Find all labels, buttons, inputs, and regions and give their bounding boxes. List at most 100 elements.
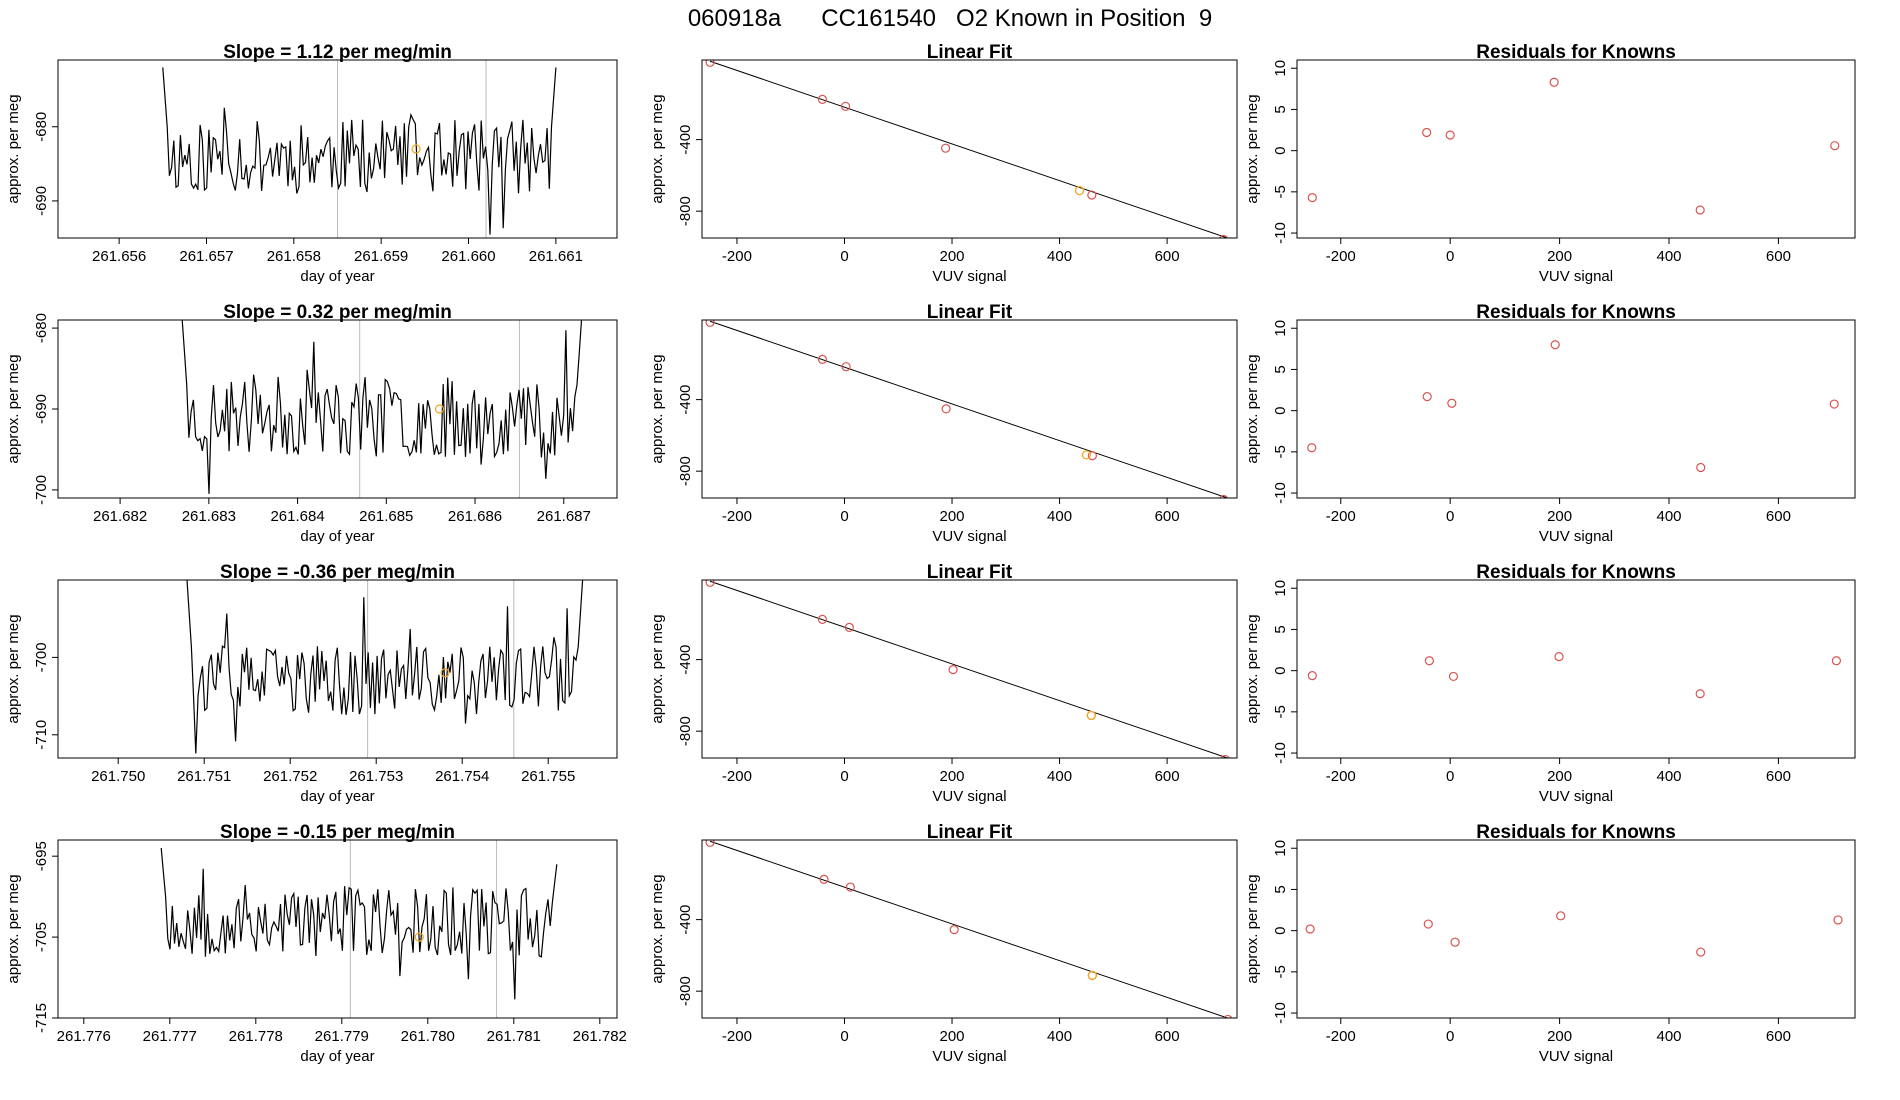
x-tick-label: 261.780 xyxy=(401,1028,455,1045)
y-tick-label: -710 xyxy=(33,720,50,750)
y-axis-label: approx. per meg xyxy=(5,614,22,723)
y-tick-label: -800 xyxy=(677,196,694,226)
data-point xyxy=(1830,141,1840,151)
data-point xyxy=(1829,399,1839,409)
data-point xyxy=(940,143,951,153)
data-point xyxy=(705,840,715,847)
data-point xyxy=(1087,451,1097,461)
panel-title: Linear Fit xyxy=(927,562,1013,583)
data-point xyxy=(1087,190,1097,200)
y-tick-label: -10 xyxy=(1272,482,1289,504)
data-point xyxy=(1554,652,1564,662)
data-point xyxy=(845,882,856,892)
plot-area xyxy=(1307,77,1840,215)
x-tick-label: -200 xyxy=(722,508,752,525)
plot-area xyxy=(162,60,557,238)
x-tick-label: 261.658 xyxy=(267,248,321,265)
x-tick-label: 0 xyxy=(1446,768,1454,785)
data-point xyxy=(817,614,828,624)
x-axis-label: VUV signal xyxy=(932,1048,1006,1065)
y-tick-label: 5 xyxy=(1272,105,1289,113)
plot-area xyxy=(705,840,1233,1018)
highlight-point xyxy=(434,404,445,414)
y-tick-label: 0 xyxy=(1272,666,1289,674)
x-tick-label: 200 xyxy=(940,768,965,785)
data-point xyxy=(705,580,715,587)
series-line xyxy=(181,320,583,494)
x-tick-label: 261.685 xyxy=(359,508,413,525)
highlight-point xyxy=(1081,450,1092,460)
x-tick-label: 200 xyxy=(940,1028,965,1045)
data-point xyxy=(1831,656,1842,666)
highlight-point xyxy=(440,668,450,678)
panel-title: Residuals for Knowns xyxy=(1476,42,1676,63)
x-tick-label: 0 xyxy=(1446,248,1454,265)
x-tick-label: 600 xyxy=(1766,508,1791,525)
x-tick-label: 261.752 xyxy=(263,768,317,785)
x-tick-label: 261.682 xyxy=(93,508,147,525)
data-point xyxy=(1448,671,1459,682)
x-tick-label: 261.661 xyxy=(529,248,583,265)
y-tick-label: -10 xyxy=(1272,222,1289,244)
x-axis-label: VUV signal xyxy=(932,268,1006,285)
plot-frame xyxy=(57,59,618,239)
x-axis-label: day of year xyxy=(300,788,374,805)
x-tick-label: 261.779 xyxy=(315,1028,369,1045)
plot-area xyxy=(1307,652,1842,699)
panel-title: Linear Fit xyxy=(927,42,1013,63)
data-point xyxy=(1695,689,1705,699)
x-tick-label: 200 xyxy=(1547,1028,1572,1045)
y-tick-label: -680 xyxy=(33,313,50,343)
data-point xyxy=(941,404,951,414)
data-point xyxy=(705,60,715,67)
y-axis-label: approx. per meg xyxy=(1244,614,1261,723)
data-point xyxy=(1223,1014,1233,1018)
y-tick-label: -5 xyxy=(1272,705,1289,718)
panel-title: Slope = 0.32 per meg/min xyxy=(223,302,452,323)
panel-title: Residuals for Knowns xyxy=(1476,562,1676,583)
y-tick-label: -800 xyxy=(677,456,694,486)
plot-area xyxy=(1307,340,1839,473)
x-axis-label: VUV signal xyxy=(1539,1048,1613,1065)
data-point xyxy=(844,622,854,633)
y-tick-label: -400 xyxy=(677,905,694,935)
y-tick-label: -5 xyxy=(1272,965,1289,978)
plot-frame xyxy=(701,839,1238,1019)
panel-title: Residuals for Knowns xyxy=(1476,302,1676,323)
y-tick-label: 10 xyxy=(1272,840,1289,857)
data-point xyxy=(841,362,851,372)
figure-title: 060918a CC161540 O2 Known in Position 9 xyxy=(688,5,1212,32)
x-tick-label: 261.657 xyxy=(179,248,233,265)
data-point xyxy=(1305,924,1315,934)
y-tick-label: -400 xyxy=(677,385,694,415)
x-tick-label: 261.684 xyxy=(270,508,324,525)
y-tick-label: 5 xyxy=(1272,885,1289,893)
y-axis-label: approx. per meg xyxy=(649,94,666,203)
y-axis-label: approx. per meg xyxy=(1244,874,1261,983)
y-tick-label: -5 xyxy=(1272,445,1289,458)
data-point xyxy=(1450,937,1460,947)
y-tick-label: -800 xyxy=(677,716,694,746)
x-tick-label: 200 xyxy=(1547,248,1572,265)
y-tick-label: 5 xyxy=(1272,365,1289,373)
data-point xyxy=(1307,443,1317,453)
x-tick-label: 400 xyxy=(1656,508,1681,525)
x-tick-label: 200 xyxy=(940,508,965,525)
data-point xyxy=(1447,398,1457,408)
data-point xyxy=(948,665,958,675)
highlight-point xyxy=(414,932,424,942)
y-axis-label: approx. per meg xyxy=(5,94,22,203)
series-line xyxy=(186,580,584,754)
y-tick-label: 0 xyxy=(1272,146,1289,154)
x-tick-label: 261.782 xyxy=(573,1028,627,1045)
x-tick-label: 261.659 xyxy=(354,248,408,265)
panel-r3-fit: Linear Fit -200 0 200 400 600 VUV signal -800 -4… xyxy=(649,562,1238,805)
panel-title: Slope = -0.36 per meg/min xyxy=(220,562,455,583)
data-point xyxy=(1556,911,1566,921)
x-tick-label: 261.778 xyxy=(229,1028,283,1045)
data-point xyxy=(1219,234,1228,238)
y-tick-label: 10 xyxy=(1272,580,1289,597)
series-line xyxy=(162,67,557,235)
plot-frame xyxy=(1296,579,1856,759)
